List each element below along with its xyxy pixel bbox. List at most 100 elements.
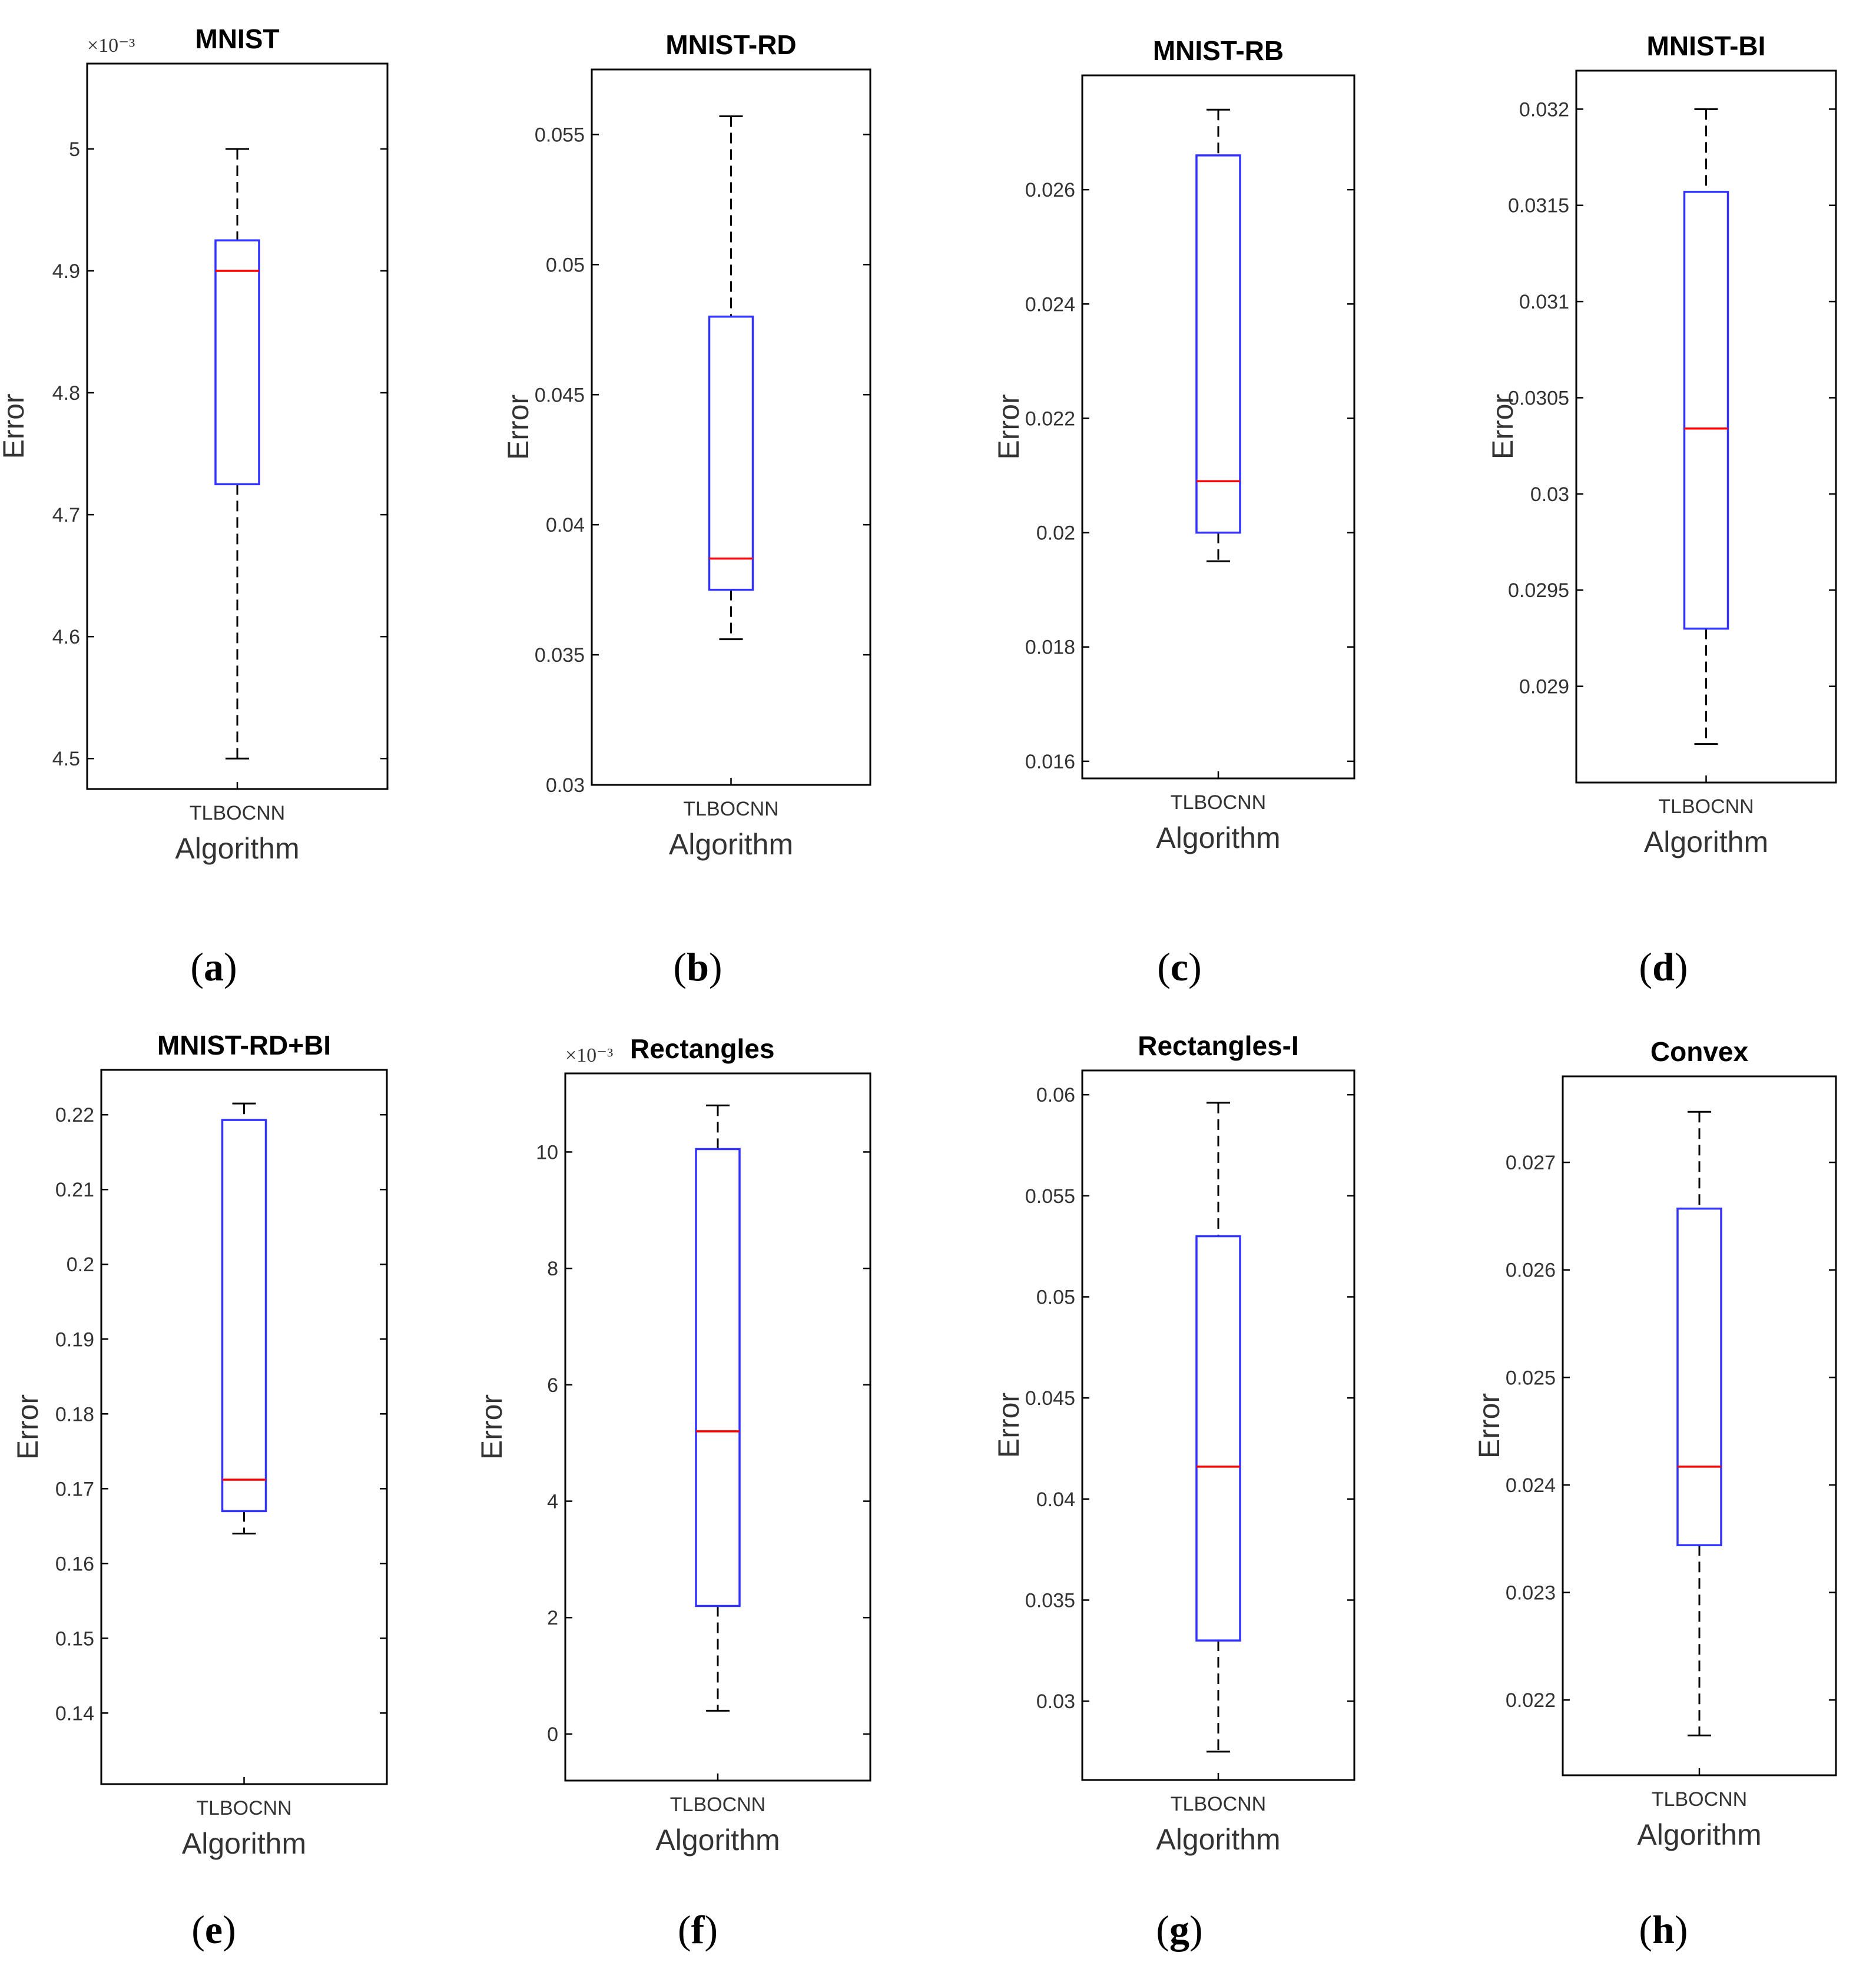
y-tick-label: 0.022 bbox=[1506, 1689, 1556, 1712]
x-tick-label: TLBOCNN bbox=[670, 1794, 765, 1816]
y-tick-label: 4.7 bbox=[52, 504, 80, 526]
y-tick-label: 4.6 bbox=[52, 626, 80, 648]
iqr-box bbox=[1195, 154, 1241, 534]
y-axis-exponent: ×10⁻³ bbox=[565, 1045, 613, 1066]
chart-panel-g: 0.03 0.035 0.04 0.045 0.05 0.055 0.06 TLBOCNN Al… bbox=[992, 1030, 1355, 1952]
chart-title: Rectangles bbox=[630, 1033, 774, 1064]
y-tick-label: 0.22 bbox=[55, 1104, 94, 1126]
y-tick-label: 0.06 bbox=[1036, 1084, 1075, 1106]
y-tick-label: 0.035 bbox=[1025, 1589, 1075, 1612]
panel-caption: (f) bbox=[678, 1907, 718, 1952]
y-tick-label: 0.19 bbox=[55, 1328, 94, 1351]
y-tick-label: 0.045 bbox=[1025, 1387, 1075, 1410]
y-tick-label: 4 bbox=[547, 1491, 558, 1513]
panel-caption: (g) bbox=[1156, 1907, 1202, 1952]
y-tick-label: 0.02 bbox=[1036, 522, 1075, 545]
x-axis-label: Algorithm bbox=[175, 832, 299, 865]
iqr-box bbox=[1676, 1207, 1722, 1546]
y-tick-label: 4.8 bbox=[52, 382, 80, 405]
x-tick-label: TLBOCNN bbox=[1652, 1788, 1747, 1811]
x-axis-label: Algorithm bbox=[1156, 1823, 1280, 1856]
y-tick-label: 0.031 bbox=[1519, 291, 1569, 313]
y-tick-label: 0 bbox=[547, 1723, 558, 1746]
y-tick-label: 2 bbox=[547, 1607, 558, 1629]
panel-caption: (c) bbox=[1157, 944, 1202, 989]
y-tick-label: 0.03 bbox=[1036, 1690, 1075, 1713]
iqr-box bbox=[214, 239, 260, 486]
y-tick-label: 0.026 bbox=[1506, 1259, 1556, 1282]
y-tick-label: 0.024 bbox=[1025, 293, 1075, 316]
y-tick-label: 0.05 bbox=[546, 254, 585, 276]
y-tick-label: 8 bbox=[547, 1258, 558, 1280]
plot-frame bbox=[591, 68, 871, 786]
y-tick-label: 0.016 bbox=[1025, 751, 1075, 773]
y-tick-label: 4.9 bbox=[52, 260, 80, 283]
y-axis-label: Error bbox=[11, 1394, 44, 1460]
y-axis-label: Error bbox=[992, 394, 1025, 459]
y-tick-label: 0.2 bbox=[67, 1254, 94, 1276]
chart-panel-e: 0.14 0.15 0.16 0.17 0.18 0.19 0.2 0.21 0.22 TLBOC… bbox=[11, 1030, 388, 1952]
x-axis-label: Algorithm bbox=[1156, 821, 1280, 854]
y-tick-label: 6 bbox=[547, 1374, 558, 1397]
y-tick-label: 5 bbox=[69, 138, 80, 161]
x-axis-label: Algorithm bbox=[182, 1827, 306, 1860]
x-tick-label: TLBOCNN bbox=[1658, 795, 1754, 818]
y-tick-label: 4.5 bbox=[52, 748, 80, 770]
y-tick-label: 0.21 bbox=[55, 1179, 94, 1201]
iqr-box bbox=[1195, 1235, 1241, 1642]
y-tick-label: 0.027 bbox=[1506, 1152, 1556, 1174]
y-tick-label: 0.018 bbox=[1025, 637, 1075, 659]
y-tick-label: 0.0295 bbox=[1508, 579, 1569, 602]
plot-frame bbox=[1081, 74, 1355, 780]
y-axis-label: Error bbox=[502, 395, 535, 460]
y-tick-label: 0.023 bbox=[1506, 1582, 1556, 1605]
x-tick-label: TLBOCNN bbox=[196, 1797, 291, 1819]
x-axis-label: Algorithm bbox=[655, 1824, 780, 1857]
chart-title: MNIST-RD+BI bbox=[157, 1030, 331, 1060]
panel-caption: (b) bbox=[673, 944, 722, 989]
y-axis-exponent: ×10⁻³ bbox=[87, 35, 135, 57]
y-tick-label: 0.17 bbox=[55, 1478, 94, 1500]
y-axis-label: Error bbox=[1473, 1393, 1506, 1458]
chart-title: Rectangles-I bbox=[1138, 1030, 1299, 1061]
plot-frame bbox=[100, 1069, 388, 1785]
chart-panel-c: 0.016 0.018 0.02 0.022 0.024 0.026 TLBOCNN Algo… bbox=[992, 35, 1355, 989]
chart-panel-h: 0.022 0.023 0.024 0.025 0.026 0.027 TLBOCNN Alg… bbox=[1473, 1036, 1837, 1952]
y-tick-label: 0.16 bbox=[55, 1553, 94, 1575]
y-tick-label: 0.05 bbox=[1036, 1287, 1075, 1309]
chart-panel-f: 0 2 4 6 8 10 TLBOCNN Algorithm Error Rectangles ×1… bbox=[475, 1033, 871, 1952]
y-axis-label: Error bbox=[475, 1394, 508, 1460]
iqr-box bbox=[1683, 191, 1729, 630]
iqr-box bbox=[695, 1148, 741, 1607]
y-tick-label: 0.0305 bbox=[1508, 387, 1569, 409]
x-axis-label: Algorithm bbox=[1637, 1818, 1761, 1851]
y-tick-label: 0.025 bbox=[1506, 1367, 1556, 1389]
y-tick-label: 0.029 bbox=[1519, 676, 1569, 698]
iqr-box bbox=[708, 315, 754, 591]
x-tick-label: TLBOCNN bbox=[1171, 1793, 1266, 1815]
chart-title: Convex bbox=[1650, 1036, 1749, 1067]
chart-title: MNIST-BI bbox=[1647, 31, 1766, 61]
panel-caption: (a) bbox=[190, 944, 237, 989]
y-tick-label: 0.045 bbox=[535, 384, 585, 406]
y-tick-label: 0.04 bbox=[546, 514, 585, 536]
y-tick-label: 0.026 bbox=[1025, 179, 1075, 201]
y-tick-label: 10 bbox=[536, 1141, 558, 1163]
y-tick-label: 0.03 bbox=[1530, 483, 1569, 506]
y-tick-label: 0.035 bbox=[535, 644, 585, 667]
y-axis-label: Error bbox=[1486, 394, 1519, 459]
y-axis-label: Error bbox=[992, 1393, 1025, 1458]
y-tick-label: 0.0315 bbox=[1508, 195, 1569, 217]
y-tick-label: 0.055 bbox=[1025, 1185, 1075, 1208]
y-tick-label: 0.15 bbox=[55, 1627, 94, 1650]
y-tick-label: 0.055 bbox=[535, 124, 585, 146]
x-tick-label: TLBOCNN bbox=[1171, 791, 1266, 814]
y-tick-label: 0.03 bbox=[546, 774, 585, 797]
y-tick-label: 0.024 bbox=[1506, 1474, 1556, 1497]
panel-caption: (h) bbox=[1639, 1907, 1688, 1952]
y-axis-label: Error bbox=[0, 393, 30, 459]
chart-panel-b: 0.03 0.035 0.04 0.045 0.05 0.055 TLBOCNN Algori… bbox=[502, 29, 871, 989]
x-axis-label: Algorithm bbox=[669, 828, 793, 861]
panel-caption: (e) bbox=[191, 1907, 236, 1952]
